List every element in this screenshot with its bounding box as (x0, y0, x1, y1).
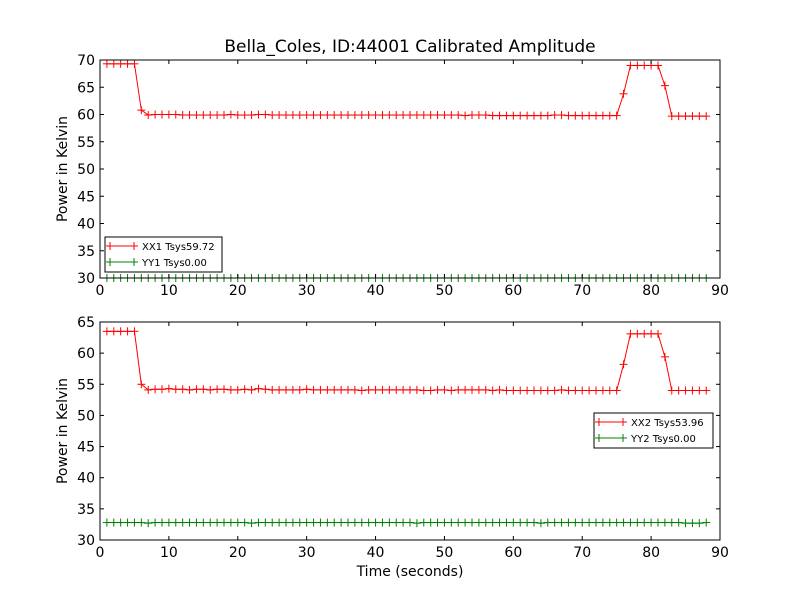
legend-box (593, 412, 714, 449)
legend-2: XX2 Tsys53.96 YY2 Tsys0.00 (593, 412, 714, 449)
x-tick-label: 30 (298, 283, 316, 299)
x-tick-label: 80 (642, 545, 660, 561)
y-tick-label: 50 (77, 408, 95, 424)
legend-1: XX1 Tsys59.72 YY1 Tsys0.00 (104, 236, 223, 273)
y-tick-label: 45 (77, 189, 95, 205)
x-tick-label: 10 (160, 283, 178, 299)
x-tick-label: 60 (504, 283, 522, 299)
y-tick-label: 45 (77, 440, 95, 456)
x-tick-label: 70 (573, 283, 591, 299)
y-tick-label: 30 (77, 533, 95, 549)
y-tick-label: 40 (77, 471, 95, 487)
x-axis-label: Time (seconds) (356, 564, 464, 580)
y-tick-label: 50 (77, 162, 95, 178)
y-tick-label: 35 (77, 502, 95, 518)
legend-box (104, 236, 223, 273)
y-tick-label: 70 (77, 53, 95, 69)
x-tick-label: 50 (436, 283, 454, 299)
y-axis-label: Power in Kelvin (55, 378, 71, 484)
y-tick-label: 55 (77, 377, 95, 393)
x-tick-label: 70 (573, 545, 591, 561)
x-tick-label: 40 (367, 283, 385, 299)
y-tick-label: 30 (77, 271, 95, 287)
x-tick-label: 10 (160, 545, 178, 561)
y-tick-label: 35 (77, 244, 95, 260)
axes-frame-2 (99, 321, 721, 541)
y-tick-label: 60 (77, 108, 95, 124)
chart-title: Bella_Coles, ID:44001 Calibrated Amplitu… (224, 37, 595, 57)
legend-entry-label: YY1 Tsys0.00 (141, 258, 207, 269)
y-tick-label: 65 (77, 80, 95, 96)
legend-entry-label: YY2 Tsys0.00 (630, 434, 696, 445)
y-tick-label: 55 (77, 135, 95, 151)
y-tick-label: 40 (77, 217, 95, 233)
series-yy2 (102, 518, 711, 528)
legend-entry-label: XX1 Tsys59.72 (142, 242, 215, 253)
x-tick-label: 90 (711, 545, 729, 561)
series-xx2 (102, 327, 711, 395)
x-tick-label: 20 (229, 545, 247, 561)
x-tick-label: 30 (298, 545, 316, 561)
x-tick-label: 60 (504, 545, 522, 561)
x-tick-label: 50 (436, 545, 454, 561)
x-tick-label: 80 (642, 283, 660, 299)
y-axis-label: Power in Kelvin (55, 116, 71, 222)
legend-entry-label: XX2 Tsys53.96 (631, 418, 704, 429)
x-tick-label: 90 (711, 283, 729, 299)
series-xx1 (102, 59, 711, 121)
y-tick-label: 60 (77, 346, 95, 362)
x-tick-label: 0 (96, 545, 105, 561)
y-tick-label: 65 (77, 315, 95, 331)
x-tick-label: 40 (367, 545, 385, 561)
x-tick-label: 0 (96, 283, 105, 299)
x-tick-label: 20 (229, 283, 247, 299)
